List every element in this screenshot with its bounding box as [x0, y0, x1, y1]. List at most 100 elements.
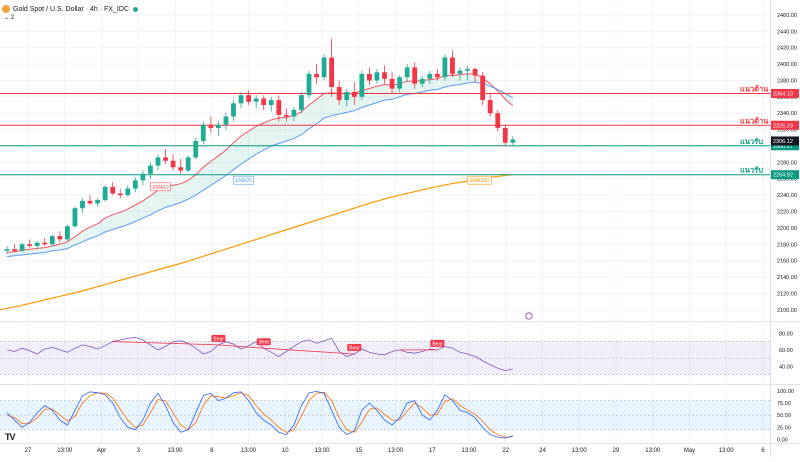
ema200-line — [0, 174, 513, 311]
candle-body — [19, 244, 25, 251]
level-price-text: 2364.10 — [773, 91, 793, 97]
candle-body — [148, 165, 153, 174]
candle-body — [117, 193, 123, 196]
candle-body — [442, 57, 448, 78]
time-tick-label: 17 — [429, 448, 436, 454]
candle-body — [231, 103, 236, 117]
ema-tag-box — [233, 175, 254, 185]
time-tick-label: 15 — [355, 448, 362, 454]
ema-ribbon — [7, 73, 513, 257]
level-label: แนวรับ — [740, 166, 763, 175]
candle-body — [87, 200, 93, 204]
candle-body — [314, 73, 319, 78]
price-tick-label: 2280.00 — [777, 160, 797, 166]
candle-body — [238, 95, 244, 104]
price-tick-label: 2260.00 — [777, 177, 797, 183]
bear-label-text: Bear — [349, 346, 360, 352]
candle-body — [480, 75, 486, 101]
candle-body — [374, 72, 380, 81]
price-tick-label: 2380.00 — [777, 78, 797, 84]
candle-body — [268, 100, 274, 106]
divergence-line — [263, 347, 355, 355]
time-tick-label: 13:00 — [572, 448, 588, 454]
candle-body — [185, 157, 191, 171]
time-tick-label: 24 — [539, 448, 546, 454]
level-price-tag — [771, 120, 799, 130]
price-tick-label: 2460.00 — [777, 13, 797, 19]
time-tick-label: 22 — [502, 448, 509, 454]
time-tick-label: 13:00 — [645, 448, 661, 454]
level-price-text: 2300.27 — [773, 144, 793, 150]
time-tick-label: 13:00 — [719, 448, 735, 454]
time-tick-label: 13:00 — [241, 448, 257, 454]
candle-body — [419, 78, 425, 84]
candle-body — [299, 95, 304, 110]
level-price-text: 2264.92 — [773, 173, 793, 179]
candle-body — [80, 200, 85, 209]
candle-body — [495, 113, 501, 128]
candle-body — [49, 236, 55, 245]
price-pane — [0, 38, 770, 311]
candle-body — [110, 186, 116, 194]
time-tick-label: May — [684, 448, 695, 454]
candle-body — [434, 73, 440, 78]
price-tick-label: 2140.00 — [777, 275, 797, 281]
candle-body — [27, 244, 33, 246]
time-tick-label: 10 — [282, 448, 289, 454]
time-tick-label: 29 — [613, 448, 620, 454]
candle-body — [465, 68, 470, 71]
ema-tag-box — [467, 175, 492, 185]
candle-body — [223, 116, 229, 125]
bear-label-box — [211, 334, 226, 342]
time-tick-label: 13:00 — [461, 448, 477, 454]
stoch-tick-label: 75.00 — [777, 401, 791, 407]
candle-body — [367, 73, 372, 81]
candle-body — [95, 200, 100, 204]
stoch-tick-label: 100.00 — [777, 389, 794, 395]
tradingview-logo-icon[interactable]: TV — [5, 432, 15, 442]
bear-label-text: Bear — [213, 336, 224, 342]
candle-body — [72, 208, 78, 227]
level-label: แนวต้าน — [740, 84, 769, 93]
price-tick-label: 2400.00 — [777, 62, 797, 68]
candle-body — [163, 157, 168, 161]
candle-body — [329, 57, 335, 87]
indicator-toggle[interactable]: ⌄ 2 — [4, 14, 14, 21]
level-label: แนวต้าน — [740, 116, 769, 125]
level-label: แนวรับ — [740, 137, 763, 146]
candle-body — [457, 70, 463, 74]
ema-tag-text: EMA26 — [236, 178, 253, 184]
level-price-tag — [771, 141, 799, 151]
level-price-text: 2325.29 — [773, 123, 793, 129]
price-tick-label: 2240.00 — [777, 193, 797, 199]
divergence-line — [112, 341, 219, 346]
candle-body — [510, 139, 516, 143]
last-price-tag — [771, 136, 799, 146]
divergence-line — [218, 344, 264, 349]
stochastic-pane — [6, 390, 513, 439]
bear-label-box — [347, 344, 362, 351]
band-layer — [0, 341, 770, 431]
time-tick-label: 13:00 — [167, 448, 183, 454]
level-price-tag — [771, 88, 799, 98]
candle-body — [502, 127, 508, 143]
price-tick-label: 2180.00 — [777, 242, 797, 248]
ema-tag-box — [150, 182, 171, 192]
candle-body — [321, 57, 327, 78]
symbol-title[interactable]: Gold Spot / U.S. Dollar · 4h · FX_IDC — [13, 5, 129, 13]
candle-body — [397, 77, 402, 89]
ema-tag-text: EMA12 — [152, 185, 169, 191]
price-tick-label: 2340.00 — [777, 111, 797, 117]
price-tick-label: 2420.00 — [777, 46, 797, 52]
candle-body — [125, 188, 131, 196]
candle-body — [351, 91, 357, 97]
candle-body — [246, 95, 251, 102]
last-price-text: 2306.12 — [773, 139, 793, 145]
price-tick-label: 2200.00 — [777, 226, 797, 232]
candle-body — [261, 98, 267, 106]
chart-header: Gold Spot / U.S. Dollar · 4h · FX_IDC — [2, 3, 138, 15]
price-tick-label: 2100.00 — [777, 308, 797, 314]
market-status-icon — [132, 6, 138, 12]
